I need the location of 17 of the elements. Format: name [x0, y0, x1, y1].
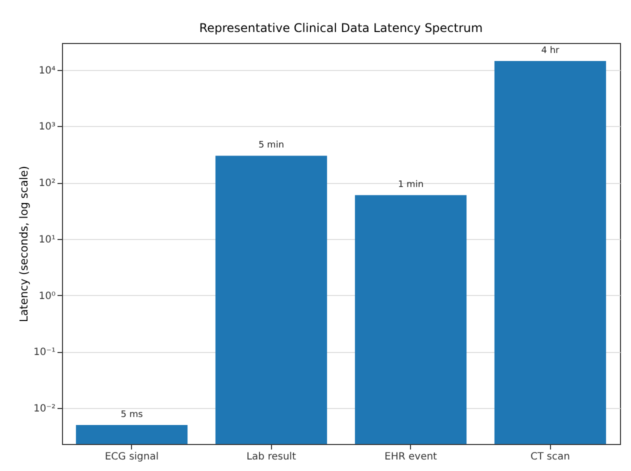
- annotation: 1 min: [398, 180, 424, 190]
- x-tick-label: CT scan: [530, 452, 570, 462]
- y-tick-label: 10¹: [38, 234, 56, 246]
- x-tick-label: EHR event: [384, 452, 438, 462]
- annotation: 5 ms: [120, 410, 144, 420]
- y-tick-label: 10⁻²: [33, 404, 56, 415]
- y-tick-label: 10⁻¹: [33, 347, 56, 358]
- y-tick-label: 10²: [38, 178, 56, 190]
- annotation: 5 min: [258, 140, 284, 151]
- chart-title: Representative Clinical Data Latency Spectrum: [199, 21, 483, 35]
- y-axis-title: Latency (seconds, log scale): [17, 166, 30, 322]
- y-tick-label: 10³: [38, 122, 56, 133]
- x-tick-label: Lab result: [246, 452, 296, 462]
- y-tick-label: 10⁴: [38, 65, 56, 76]
- annotation: 4 hr: [541, 46, 560, 56]
- y-tick-label: 10⁰: [38, 290, 56, 302]
- x-tick-label: ECG signal: [104, 452, 159, 462]
